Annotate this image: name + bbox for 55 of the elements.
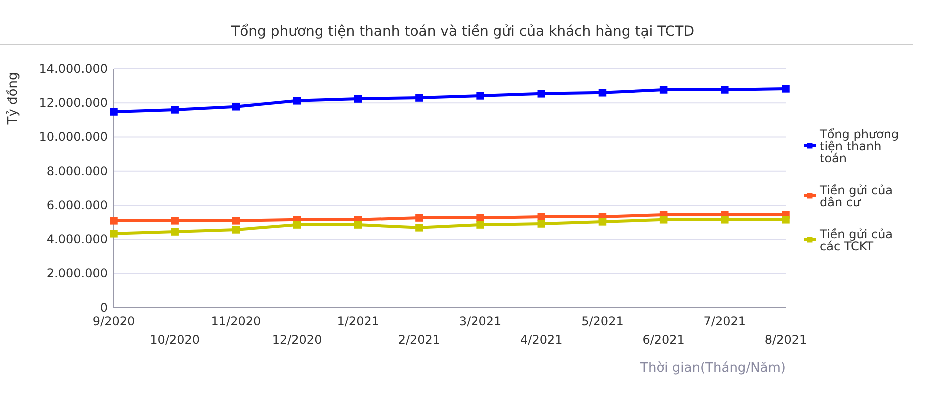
legend-label: Tiền gửi của dân cư: [819, 183, 894, 210]
y-tick-label: 2.000.000: [46, 266, 108, 281]
point: [293, 221, 302, 229]
point: [354, 221, 362, 229]
x-tick-label: 2/2021: [398, 333, 441, 348]
point: [598, 89, 607, 97]
y-tick-label: 8.000.000: [46, 164, 108, 178]
x-tick-label: 7/2021: [704, 314, 746, 329]
point: [538, 90, 546, 98]
point: [476, 214, 484, 222]
y-tick-label: 0: [100, 300, 108, 315]
point: [110, 217, 118, 225]
point: [171, 217, 179, 225]
x-tick-label: 1/2021: [337, 314, 380, 329]
point: [232, 226, 240, 234]
point: [110, 108, 118, 116]
x-tick-label: 9/2020: [92, 314, 136, 329]
legend-label: Tiền gửi của các TCKT: [819, 227, 894, 254]
x-tick-label: 5/2021: [582, 314, 624, 329]
point: [598, 218, 607, 226]
y-tick-label: 12.000.000: [39, 96, 108, 110]
point: [110, 230, 118, 238]
x-tick-label: 6/2021: [642, 333, 685, 348]
point: [171, 228, 179, 236]
point: [782, 85, 790, 93]
point: [416, 214, 424, 222]
y-tick-label: 14.000.000: [39, 62, 108, 76]
point: [232, 217, 240, 225]
point: [293, 97, 302, 105]
y-tick-label: 10.000.000: [39, 130, 108, 144]
x-tick-label: 10/2020: [150, 333, 200, 348]
legend-label: Tổng phương tiện thanh toán: [819, 127, 900, 166]
point: [416, 224, 424, 232]
point: [721, 216, 729, 224]
point: [476, 221, 484, 229]
point: [538, 220, 546, 228]
x-axis-title: Thời gian(Tháng/Năm): [640, 361, 786, 376]
point: [660, 86, 668, 94]
point: [232, 103, 240, 111]
x-tick-label: 8/2021: [764, 333, 808, 348]
point: [476, 92, 484, 100]
x-tick-label: 12/2020: [272, 333, 322, 348]
chart-title: Tổng phương tiện thanh toán và tiền gửi của khách hàng tại TCTD: [230, 23, 694, 40]
y-axis-title: Tỷ đồng: [5, 72, 21, 126]
point: [660, 216, 668, 224]
x-tick-label: 3/2021: [459, 314, 502, 329]
x-tick-label: 4/2021: [520, 333, 563, 348]
point: [782, 216, 790, 224]
y-tick-label: 4.000.000: [46, 232, 108, 247]
y-tick-label: 6.000.000: [46, 198, 108, 212]
point: [416, 94, 424, 102]
x-tick-label: 11/2020: [211, 314, 262, 329]
point: [354, 95, 362, 103]
point: [721, 86, 729, 94]
point: [171, 106, 179, 114]
